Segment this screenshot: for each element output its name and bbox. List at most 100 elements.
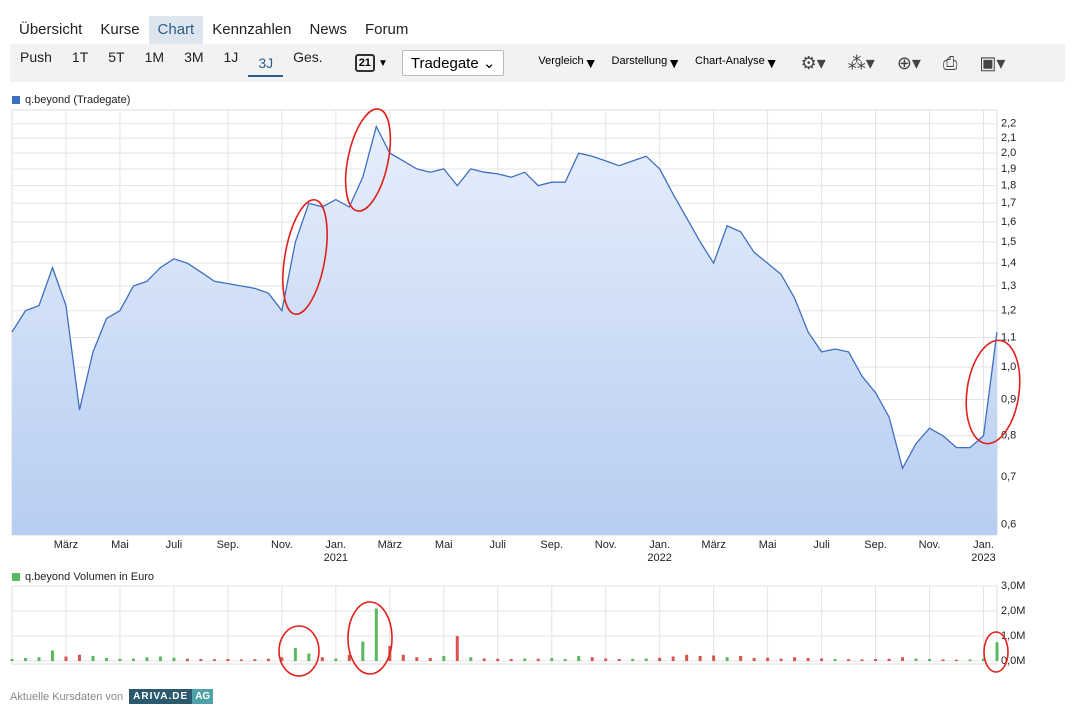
menu[interactable]: Chart-Analyse	[695, 55, 765, 67]
volume-bar	[563, 659, 567, 661]
volume-bar	[752, 658, 756, 661]
range-button[interactable]: Push	[20, 49, 52, 65]
volume-bar	[401, 654, 405, 661]
volume-bar	[374, 608, 378, 661]
y-tick-label: 1,9	[1001, 163, 1016, 175]
annotations	[278, 108, 1021, 677]
volume-bar	[347, 654, 351, 661]
volume-bar	[64, 656, 68, 661]
volume-bar	[739, 656, 743, 661]
range-button[interactable]: 1T	[71, 49, 89, 65]
volume-bar	[307, 653, 311, 661]
annotation-circle	[983, 631, 1009, 673]
volume-bar	[766, 657, 770, 661]
volume-bar	[145, 657, 149, 661]
x-year-label: 2021	[324, 552, 348, 564]
range-button[interactable]: 1M	[144, 49, 165, 65]
y-tick-label: 1,2	[1001, 305, 1016, 317]
annotation-circle	[347, 601, 393, 675]
y-tick-label: 1,0M	[1001, 630, 1025, 642]
zoom-icon[interactable]: ⊕▾	[896, 52, 921, 73]
save-icon[interactable]: ▣▾	[979, 52, 1006, 73]
volume-bar	[320, 657, 324, 661]
range-button[interactable]: 5T	[108, 49, 125, 65]
footer-text: Aktuelle Kursdaten von	[10, 690, 124, 703]
legend-swatch	[12, 573, 20, 581]
volume-bar	[455, 636, 459, 661]
exchange-select[interactable]: Tradegate ⌄	[401, 50, 505, 76]
indicator-icon[interactable]: ⁂▾	[847, 52, 875, 73]
x-tick-label: März	[54, 539, 78, 551]
volume-bar	[293, 648, 297, 661]
volume-bar	[469, 657, 473, 661]
y-tick-label: 1,4	[1001, 257, 1016, 269]
volume-bar	[361, 641, 365, 661]
volume-bar	[617, 659, 621, 661]
y-tick-label: 0,9	[1001, 393, 1016, 405]
volume-bar	[23, 658, 27, 661]
x-tick-label: März	[378, 539, 402, 551]
nav-tab[interactable]: News	[309, 21, 347, 38]
volume-bar	[577, 656, 581, 661]
volume-bar	[185, 658, 189, 661]
volume-bar	[428, 658, 432, 661]
range-button[interactable]: 3J	[248, 55, 284, 77]
x-tick-label: Jan.	[649, 539, 670, 551]
menu[interactable]: Darstellung	[611, 55, 668, 67]
volume-bar	[725, 657, 729, 661]
volume-bar	[482, 658, 486, 661]
y-tick-label: 0,7	[1001, 471, 1016, 483]
volume-bar	[604, 658, 608, 661]
volume-bar	[928, 659, 932, 661]
nav-tab[interactable]: Kennzahlen	[212, 21, 292, 38]
volume-bar	[874, 659, 878, 661]
caret: ▼	[764, 55, 779, 71]
annotation-circle	[282, 198, 328, 316]
volume-bar	[536, 658, 540, 661]
volume-bar	[226, 659, 230, 661]
volume-bar	[415, 657, 419, 661]
volume-bar	[91, 656, 95, 661]
volume-bar	[266, 658, 270, 661]
volume-bar	[793, 657, 797, 661]
volume-bar	[887, 658, 891, 661]
calendar-button[interactable]: 21	[354, 54, 375, 72]
range-button[interactable]: 1J	[223, 49, 239, 65]
volume-bar	[644, 658, 648, 661]
range-button[interactable]: 3M	[184, 49, 204, 65]
x-tick-label: Sep.	[540, 539, 563, 551]
x-tick-label: März	[701, 539, 725, 551]
volume-bar	[334, 658, 338, 661]
y-tick-label: 1,8	[1001, 180, 1016, 192]
volume-bar	[820, 658, 824, 661]
exchange-label: Tradegate	[410, 55, 479, 72]
settings-icon[interactable]: ⚙▾	[800, 52, 826, 73]
brand-suffix: AG	[192, 689, 214, 704]
menu[interactable]: Vergleich	[538, 55, 584, 67]
print-icon[interactable]: ⎙	[942, 52, 958, 73]
volume-bar	[685, 654, 689, 661]
legend-swatch	[12, 96, 20, 104]
nav-tab[interactable]: Forum	[364, 21, 409, 38]
volume-bar	[982, 658, 986, 661]
volume-bar	[496, 658, 500, 661]
nav-tab[interactable]: Chart	[148, 16, 204, 45]
volume-bar	[523, 658, 527, 661]
volume-bar	[968, 659, 972, 661]
x-tick-label: Mai	[435, 539, 453, 551]
area	[12, 126, 997, 535]
y-tick-label: 1,5	[1001, 236, 1016, 248]
volume-bar	[941, 659, 945, 661]
volume-bar	[131, 658, 135, 661]
volume-bar	[833, 659, 837, 661]
plot-area	[11, 585, 998, 665]
nav-tab[interactable]: Kurse	[100, 21, 140, 38]
volume-bar	[995, 642, 999, 661]
y-tick-label: 3,0M	[1001, 580, 1025, 592]
price-line	[11, 124, 998, 471]
y-tick-label: 1,3	[1001, 280, 1016, 292]
nav-tab[interactable]: Übersicht	[19, 21, 83, 38]
range-button[interactable]: Ges.	[293, 49, 323, 65]
volume-bar	[901, 657, 905, 661]
